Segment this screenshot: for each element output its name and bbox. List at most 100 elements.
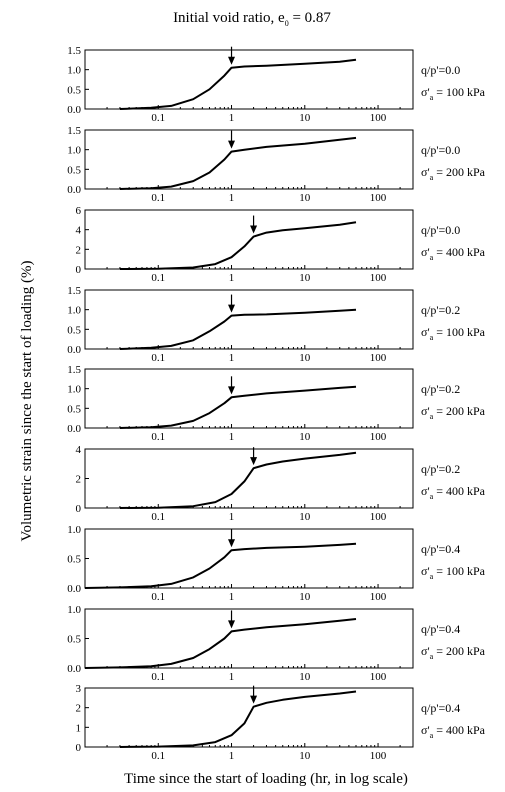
panel-frame xyxy=(84,49,414,110)
series-line xyxy=(84,542,357,589)
stress-ratio-label: q/p'=0.0 xyxy=(421,143,460,157)
x-tick-label: 1 xyxy=(229,112,235,124)
x-tick-label: 10 xyxy=(299,192,311,204)
y-tick-label: 1.0 xyxy=(67,65,81,77)
x-tick-label: 1 xyxy=(229,352,235,364)
x-tick-label: 100 xyxy=(370,591,387,603)
x-tick-label: 1 xyxy=(229,750,235,762)
series-line xyxy=(119,385,357,429)
y-tick-label: 0.0 xyxy=(67,184,81,196)
y-tick-label: 1.0 xyxy=(67,604,81,616)
x-tick-label: 1 xyxy=(229,192,235,204)
arrow-head-icon xyxy=(250,457,258,466)
x-tick-label: 0.1 xyxy=(151,671,165,683)
figure-title: Initial void ratio, e0 = 0.87 xyxy=(173,10,331,28)
panel-frame xyxy=(84,687,414,748)
stress-ratio-label: q/p'=0.2 xyxy=(421,303,460,317)
x-tick-label: 10 xyxy=(299,671,311,683)
panel-frame xyxy=(84,608,414,669)
stress-symbol: σ' xyxy=(421,404,430,418)
x-tick-label: 100 xyxy=(370,750,387,762)
stress-symbol: σ' xyxy=(421,165,430,179)
stress-subscript: a xyxy=(430,333,434,342)
x-tick-label: 100 xyxy=(370,272,387,284)
series-line xyxy=(119,136,357,190)
stress-subscript: a xyxy=(430,253,434,262)
panel-frame xyxy=(84,528,414,589)
stress-ratio-label: q/p'=0.4 xyxy=(421,701,460,715)
stress-value: = 400 kPa xyxy=(433,245,485,259)
stress-label: σ'a = 100 kPa xyxy=(421,325,486,342)
stress-value: = 100 kPa xyxy=(433,325,485,339)
y-tick-label: 0 xyxy=(76,503,82,515)
x-tick-label: 10 xyxy=(299,352,311,364)
y-tick-label: 6 xyxy=(76,205,82,217)
x-tick-label: 100 xyxy=(370,511,387,523)
stress-label: σ'a = 400 kPa xyxy=(421,484,486,501)
x-tick-label: 0.1 xyxy=(151,591,165,603)
arrow-head-icon xyxy=(228,539,236,548)
y-tick-label: 0.5 xyxy=(67,84,81,96)
panel-1: 0.0 0.5 1.0 1.5 0.1 1 10 100 q/p'=0.0 σ'a = 100 k… xyxy=(67,45,485,124)
x-tick-label: 0.1 xyxy=(151,431,165,443)
stress-subscript: a xyxy=(430,731,434,740)
x-tick-label: 10 xyxy=(299,591,311,603)
y-tick-label: 1.0 xyxy=(67,524,81,536)
y-tick-label: 0.0 xyxy=(67,344,81,356)
stress-ratio-label: q/p'=0.2 xyxy=(421,462,460,476)
x-tick-label: 1 xyxy=(229,591,235,603)
y-tick-label: 1.5 xyxy=(67,45,81,57)
stress-ratio-label: q/p'=0.4 xyxy=(421,542,460,556)
stress-subscript: a xyxy=(430,412,434,421)
panel-5: 0.0 0.5 1.0 1.5 0.1 1 10 100 q/p'=0.2 σ'a = 200 k… xyxy=(67,364,485,443)
series-line xyxy=(119,308,357,350)
panel-7: 0.0 0.5 1.0 0.1 1 10 100 q/p'=0.4 σ'a = 100 kPa xyxy=(67,524,485,603)
stress-symbol: σ' xyxy=(421,564,430,578)
y-tick-label: 0.5 xyxy=(67,324,81,336)
stress-value: = 100 kPa xyxy=(433,564,485,578)
y-tick-label: 0.0 xyxy=(67,104,81,116)
x-tick-label: 0.1 xyxy=(151,112,165,124)
panel-9: 0 1 2 3 0.1 1 10 100 q/p'=0.4 σ'a = 400 kPa xyxy=(76,683,486,762)
x-tick-label: 10 xyxy=(299,511,311,523)
panel-2: 0.0 0.5 1.0 1.5 0.1 1 10 100 q/p'=0.0 σ'a = 200 k… xyxy=(67,125,485,204)
panel-frame xyxy=(84,368,414,429)
arrow-head-icon xyxy=(228,304,236,313)
stress-ratio-label: q/p'=0.2 xyxy=(421,382,460,396)
panel-frame xyxy=(84,129,414,190)
panel-4: 0.0 0.5 1.0 1.5 0.1 1 10 100 q/p'=0.2 σ'a = 100 k… xyxy=(67,285,485,364)
y-tick-label: 1 xyxy=(76,722,82,734)
stress-value: = 400 kPa xyxy=(433,723,485,737)
stress-symbol: σ' xyxy=(421,245,430,259)
stress-label: σ'a = 400 kPa xyxy=(421,245,486,262)
x-tick-label: 0.1 xyxy=(151,750,165,762)
x-tick-label: 0.1 xyxy=(151,192,165,204)
y-tick-label: 1.5 xyxy=(67,125,81,137)
stress-symbol: σ' xyxy=(421,723,430,737)
x-tick-label: 10 xyxy=(299,431,311,443)
y-tick-label: 1.5 xyxy=(67,364,81,376)
y-tick-label: 0 xyxy=(76,742,82,754)
arrow-head-icon xyxy=(228,386,236,395)
x-tick-label: 1 xyxy=(229,272,235,284)
y-tick-label: 4 xyxy=(76,225,82,237)
stress-subscript: a xyxy=(430,572,434,581)
stress-symbol: σ' xyxy=(421,644,430,658)
y-tick-label: 2 xyxy=(76,244,82,256)
stress-label: σ'a = 200 kPa xyxy=(421,404,486,421)
arrow-head-icon xyxy=(250,225,258,234)
arrow-head-icon xyxy=(228,140,236,149)
y-tick-label: 1.5 xyxy=(67,285,81,297)
panel-3: 0 2 4 6 0.1 1 10 100 q/p'=0.0 σ'a = 400 kPa xyxy=(76,205,486,284)
y-tick-label: 2 xyxy=(76,703,82,715)
stress-label: σ'a = 200 kPa xyxy=(421,165,486,182)
panel-8: 0.0 0.5 1.0 0.1 1 10 100 q/p'=0.4 σ'a = 200 kPa xyxy=(67,604,485,683)
stress-value: = 200 kPa xyxy=(433,404,485,418)
stress-subscript: a xyxy=(430,93,434,102)
y-tick-label: 2 xyxy=(76,474,82,486)
arrow-head-icon xyxy=(228,56,236,65)
x-tick-label: 0.1 xyxy=(151,272,165,284)
stress-value: = 100 kPa xyxy=(433,85,485,99)
stress-ratio-label: q/p'=0.0 xyxy=(421,63,460,77)
